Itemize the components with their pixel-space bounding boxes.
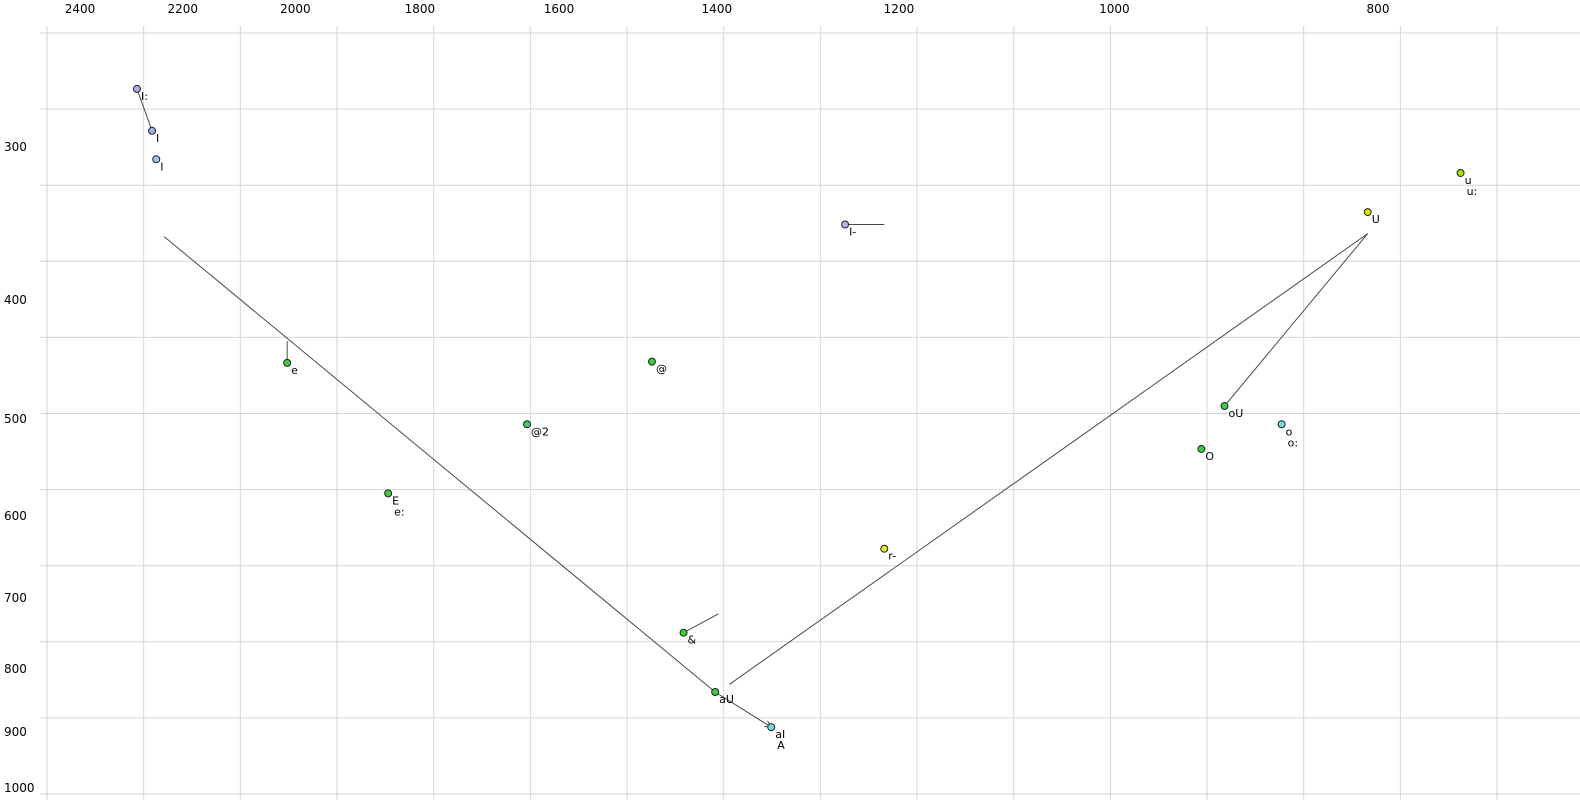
x-axis-tick-label: 1600 xyxy=(544,2,575,16)
vowel-label: U xyxy=(1372,213,1380,226)
vowel-label: o xyxy=(1286,425,1293,438)
x-axis-tick-label: 2400 xyxy=(65,2,96,16)
vowel-point-o[interactable] xyxy=(1277,420,1286,429)
vowel-point-&[interactable] xyxy=(679,628,688,637)
vowel-point-O[interactable] xyxy=(1197,444,1206,453)
vowel-label: @2 xyxy=(531,425,549,438)
vowel-label-secondary: A xyxy=(777,739,785,752)
vowel-label-secondary: e: xyxy=(394,505,404,518)
vowel-label: I xyxy=(156,132,159,145)
vowel-label-secondary: u: xyxy=(1467,185,1478,198)
vowel-label: r- xyxy=(888,550,896,563)
vowel-point-@2[interactable] xyxy=(523,420,532,429)
y-axis-tick-label: 1000 xyxy=(4,781,35,795)
vowel-label: aU xyxy=(719,693,734,706)
vowel-label: E xyxy=(392,494,399,507)
vowel-label: O xyxy=(1205,450,1214,463)
x-axis-tick-label: 800 xyxy=(1367,2,1390,16)
trajectory-line xyxy=(714,691,771,727)
vowel-label: u xyxy=(1465,174,1472,187)
y-axis-tick-label: 300 xyxy=(4,140,27,154)
x-axis-tick-label: 1400 xyxy=(702,2,733,16)
vowel-point-I:[interactable] xyxy=(132,84,141,93)
vowel-label: & xyxy=(688,634,697,647)
trajectory-line xyxy=(163,236,716,693)
x-axis-tick-label: 2200 xyxy=(168,2,199,16)
vowel-label: @ xyxy=(656,363,667,376)
vowel-label: I- xyxy=(849,225,856,238)
grid xyxy=(40,26,1580,800)
vowel-point-I[interactable] xyxy=(152,155,161,164)
vowel-label: e xyxy=(291,364,298,377)
vowel-label: I: xyxy=(141,90,148,103)
y-axis-tick-label: 600 xyxy=(4,509,27,523)
vowel-point-u[interactable] xyxy=(1456,168,1465,177)
x-axis-tick-label: 2000 xyxy=(280,2,311,16)
vowel-point-aU[interactable] xyxy=(711,687,720,696)
vowel-label: I xyxy=(160,160,163,173)
trajectory-line xyxy=(729,233,1369,685)
x-axis-tick-label: 1200 xyxy=(884,2,915,16)
vowel-point-E[interactable] xyxy=(384,489,393,498)
y-axis-tick-label: 400 xyxy=(4,293,27,307)
x-axis-tick-label: 1000 xyxy=(1099,2,1130,16)
vowel-point-r-[interactable] xyxy=(880,544,889,553)
vowel-point-U[interactable] xyxy=(1363,208,1372,217)
vowel-point-e[interactable] xyxy=(283,358,292,367)
vowel-point-I[interactable] xyxy=(148,126,157,135)
y-axis-tick-label: 500 xyxy=(4,412,27,426)
y-axis-tick-label: 700 xyxy=(4,591,27,605)
vowel-point-@[interactable] xyxy=(647,357,656,366)
vowel-label-secondary: o: xyxy=(1288,436,1298,449)
vowel-point-I-[interactable] xyxy=(841,220,850,229)
vowel-label: oU xyxy=(1228,407,1243,420)
trajectory-line xyxy=(136,88,153,131)
x-axis-tick-label: 1800 xyxy=(405,2,436,16)
trajectory-line xyxy=(683,613,719,634)
trajectory-line xyxy=(1224,233,1369,407)
y-axis-tick-label: 800 xyxy=(4,662,27,676)
y-axis-tick-label: 900 xyxy=(4,725,27,739)
vowel-label: aI xyxy=(775,728,785,741)
vowel-point-aI[interactable] xyxy=(767,723,776,732)
vowel-point-oU[interactable] xyxy=(1220,402,1229,411)
